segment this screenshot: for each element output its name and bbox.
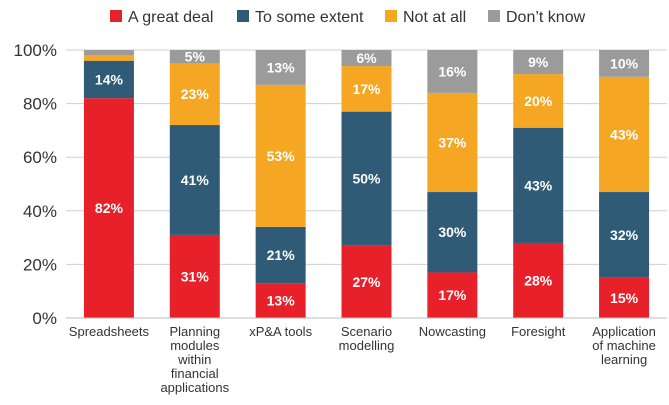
x-category-label: Foresight [511, 324, 566, 339]
bar-segment [169, 234, 220, 318]
legend-label: Don’t know [506, 9, 586, 26]
bar-segment [513, 74, 564, 128]
legend-label: To some extent [255, 9, 364, 26]
x-category-label: modelling [339, 338, 395, 353]
data-label: 27% [352, 274, 381, 290]
legend-swatch [385, 10, 397, 22]
bar-segment [427, 50, 478, 93]
x-category-label: Nowcasting [419, 324, 486, 339]
data-label: 13% [267, 293, 296, 309]
y-tick-label: 20% [23, 255, 57, 274]
data-label: 17% [438, 287, 467, 303]
data-label: 82% [95, 200, 124, 216]
bar-segment [427, 192, 478, 273]
bar-segment [169, 63, 220, 126]
data-label: 30% [438, 224, 467, 240]
bar-segment [513, 242, 564, 318]
x-category-label: modules [170, 338, 220, 353]
data-label: 5% [185, 49, 206, 65]
y-tick-label: 80% [23, 95, 57, 114]
data-label: 10% [610, 55, 639, 71]
bar-segment [255, 283, 306, 318]
data-label: 37% [438, 134, 467, 150]
data-label: 17% [352, 81, 381, 97]
data-label: 9% [528, 54, 549, 70]
bar-segment [341, 111, 392, 246]
bar-segment [83, 60, 134, 99]
y-tick-label: 40% [23, 202, 57, 221]
bar-segment [427, 272, 478, 318]
bar-segment [169, 50, 220, 64]
x-category-label: financial [171, 366, 219, 381]
bar-segment [427, 92, 478, 193]
x-category-label: of machine [592, 338, 656, 353]
bar-segment [341, 66, 392, 112]
x-category-label: xP&A tools [249, 324, 312, 339]
data-label: 23% [181, 86, 210, 102]
y-tick-label: 60% [23, 148, 57, 167]
legend-swatch [110, 10, 122, 22]
data-label: 43% [610, 126, 639, 142]
bar-segment [599, 277, 650, 318]
bar-segment [513, 50, 564, 75]
bar-segment [83, 98, 134, 319]
legend-swatch [237, 10, 249, 22]
bar-segment [255, 50, 306, 85]
y-tick-label: 0% [32, 309, 57, 328]
bar-segment [599, 76, 650, 193]
bar-segment [255, 84, 306, 227]
data-label: 28% [524, 272, 553, 288]
data-label: 6% [356, 50, 377, 66]
data-label: 43% [524, 177, 553, 193]
x-category-label: Application [592, 324, 656, 339]
data-label: 13% [267, 59, 296, 75]
x-category-label: Scenario [341, 324, 392, 339]
bar-segment [169, 125, 220, 235]
bar-segment [599, 192, 650, 278]
bar-segment [83, 50, 134, 56]
x-category-label: learning [601, 352, 647, 367]
bar-segment [513, 127, 564, 243]
x-category-label: within [177, 352, 211, 367]
data-label: 20% [524, 93, 553, 109]
legend-label: A great deal [128, 9, 213, 26]
x-category-label: Planning [169, 324, 220, 339]
legend-label: Not at all [403, 9, 466, 26]
data-label: 15% [610, 290, 639, 306]
data-label: 32% [610, 227, 639, 243]
bar-segment [341, 50, 392, 67]
data-label: 41% [181, 172, 210, 188]
data-label: 16% [438, 63, 467, 79]
x-category-label: Spreadsheets [69, 324, 150, 339]
y-tick-label: 100% [14, 41, 57, 60]
bar-segment [255, 226, 306, 284]
bar-segment [599, 50, 650, 77]
bar-segment [341, 245, 392, 318]
data-label: 53% [267, 148, 296, 164]
data-label: 21% [267, 247, 296, 263]
x-category-label: applications [160, 380, 229, 395]
legend-swatch [488, 10, 500, 22]
data-label: 14% [95, 71, 124, 87]
data-label: 50% [352, 171, 381, 187]
bar-segment [83, 55, 134, 61]
data-label: 31% [181, 268, 210, 284]
